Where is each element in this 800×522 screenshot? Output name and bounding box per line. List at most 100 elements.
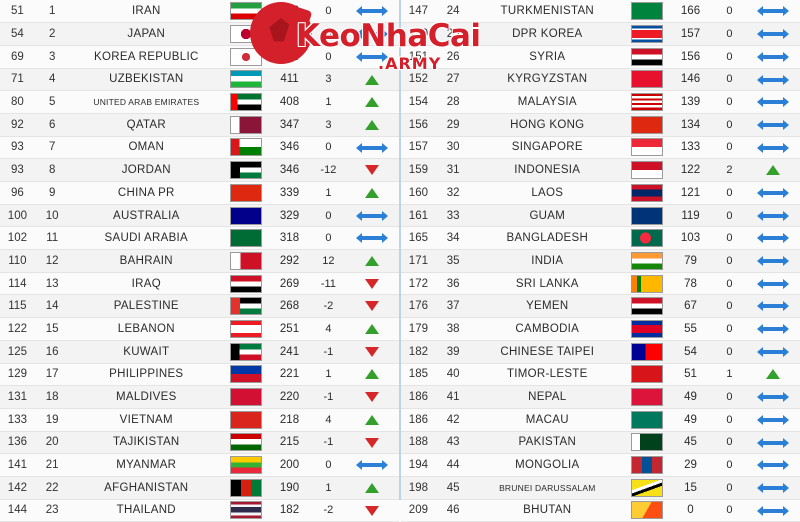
trend-equal-icon <box>757 278 790 289</box>
asia-rank-cell: 22 <box>34 476 70 500</box>
table-row[interactable]: 115 14 PALESTINE 268 -2 <box>0 294 399 319</box>
points-cell: 146 <box>669 68 712 92</box>
flag-tj-icon <box>229 433 262 452</box>
flag-cell <box>624 22 670 46</box>
table-row[interactable]: 185 40 TIMOR-LESTE 51 1 <box>401 363 800 387</box>
points-cell: 318 <box>268 226 311 251</box>
change-cell: 0 <box>711 113 747 137</box>
team-name-cell: MACAU <box>470 408 625 432</box>
table-row[interactable]: 194 44 MONGOLIA 29 0 <box>401 453 800 477</box>
table-row[interactable]: 93 8 JORDAN 346 -12 <box>0 158 399 182</box>
table-row[interactable]: 133 19 VIETNAM 218 4 <box>0 408 399 432</box>
table-row[interactable]: 110 12 BAHRAIN 292 12 <box>0 249 399 273</box>
change-cell: 0 <box>711 204 747 228</box>
table-row[interactable]: 154 28 MALAYSIA 139 0 <box>401 90 800 114</box>
table-row[interactable]: 129 17 PHILIPPINES 221 1 <box>0 363 399 387</box>
flag-in-icon <box>630 251 663 270</box>
trend-equal-icon <box>757 482 790 493</box>
flag-bh-icon <box>229 251 262 270</box>
table-row[interactable]: 125 16 KUWAIT 241 -1 <box>0 340 399 364</box>
trend-equal-icon <box>757 97 790 108</box>
points-cell: 200 <box>268 453 311 477</box>
points-cell: 134 <box>669 113 712 137</box>
team-name-cell: SAUDI ARABIA <box>69 226 224 251</box>
points-cell: 292 <box>268 249 311 273</box>
change-cell: 0 <box>711 431 747 455</box>
table-row[interactable]: 131 18 MALDIVES 220 -1 <box>0 385 399 409</box>
table-row[interactable]: 93 7 OMAN 346 0 <box>0 136 399 160</box>
table-row[interactable]: 151 26 SYRIA 156 0 <box>401 45 800 69</box>
flag-cell <box>624 158 670 182</box>
table-row[interactable]: 71 4 UZBEKISTAN 411 3 <box>0 68 399 92</box>
asia-rank-cell: 20 <box>34 431 70 455</box>
flag-cell <box>624 453 670 477</box>
table-row[interactable]: 150 25 DPR KOREA 157 0 <box>401 22 800 46</box>
asia-rank-cell: 8 <box>34 158 70 182</box>
change-cell: 0 <box>711 22 747 46</box>
points-cell: 121 <box>669 181 712 205</box>
trend-cell <box>345 453 399 477</box>
trend-equal-icon <box>757 74 790 85</box>
change-cell: 0 <box>711 226 747 251</box>
team-name-cell: AFGHANISTAN <box>69 476 224 500</box>
trend-equal-icon <box>757 346 790 357</box>
table-row[interactable]: 182 39 CHINESE TAIPEI 54 0 <box>401 340 800 364</box>
points-rank-cell: 122 <box>0 317 35 341</box>
table-row[interactable]: 198 45 BRUNEI DARUSSALAM 15 0 <box>401 476 800 500</box>
ranking-table-right: 147 24 TURKMENISTAN 166 0 150 25 DPR KOREA 157 0 1… <box>401 0 800 522</box>
points-rank-cell: 172 <box>401 272 436 296</box>
flag-cell <box>624 499 670 522</box>
flag-mm-icon <box>229 456 262 475</box>
table-row[interactable]: 147 24 TURKMENISTAN 166 0 <box>401 0 800 24</box>
table-row[interactable]: 96 9 CHINA PR 339 1 <box>0 181 399 205</box>
table-row[interactable]: 176 37 YEMEN 67 0 <box>401 294 800 319</box>
table-row[interactable]: 152 27 KYRGYZSTAN 146 0 <box>401 68 800 92</box>
table-row[interactable]: 100 10 AUSTRALIA 329 0 <box>0 204 399 228</box>
flag-cell <box>624 249 670 273</box>
team-name-cell: BRUNEI DARUSSALAM <box>470 476 625 500</box>
table-row[interactable]: 51 1 IRAN 460 0 <box>0 0 399 24</box>
table-row[interactable]: 69 3 KOREA REPUBLIC 413 0 <box>0 45 399 69</box>
change-cell: 0 <box>711 408 747 432</box>
flag-cell <box>223 136 269 160</box>
flag-cell <box>624 181 670 205</box>
table-row[interactable]: 171 35 INDIA 79 0 <box>401 249 800 273</box>
table-row[interactable]: 92 6 QATAR 347 3 <box>0 113 399 137</box>
table-row[interactable]: 80 5 UNITED ARAB EMIRATES 408 1 <box>0 90 399 114</box>
trend-cell <box>345 45 399 69</box>
points-cell: 79 <box>669 249 712 273</box>
table-row[interactable]: 102 11 SAUDI ARABIA 318 0 <box>0 226 399 251</box>
team-name-cell: PAKISTAN <box>470 431 625 455</box>
table-row[interactable]: 165 34 BANGLADESH 103 0 <box>401 226 800 251</box>
team-name-cell: BHUTAN <box>470 499 625 522</box>
flag-cell <box>624 113 670 137</box>
flag-ps-icon <box>229 297 262 316</box>
table-row[interactable]: 179 38 CAMBODIA 55 0 <box>401 317 800 341</box>
table-row[interactable]: 186 42 MACAU 49 0 <box>401 408 800 432</box>
trend-up-icon <box>365 97 380 108</box>
team-name-cell: MYANMAR <box>69 453 224 477</box>
table-row[interactable]: 114 13 IRAQ 269 -11 <box>0 272 399 296</box>
table-row[interactable]: 144 23 THAILAND 182 -2 <box>0 499 399 522</box>
trend-up-icon <box>365 187 380 198</box>
table-row[interactable]: 141 21 MYANMAR 200 0 <box>0 453 399 477</box>
points-rank-cell: 100 <box>0 204 35 228</box>
table-row[interactable]: 122 15 LEBANON 251 4 <box>0 317 399 341</box>
table-row[interactable]: 54 2 JAPAN 446 0 <box>0 22 399 46</box>
team-name-cell: SRI LANKA <box>470 272 625 296</box>
table-row[interactable]: 160 32 LAOS 121 0 <box>401 181 800 205</box>
flag-lk-icon <box>630 274 663 293</box>
table-row[interactable]: 209 46 BHUTAN 0 0 <box>401 499 800 522</box>
trend-equal-icon <box>356 51 389 62</box>
table-row[interactable]: 188 43 PAKISTAN 45 0 <box>401 431 800 455</box>
table-row[interactable]: 157 30 SINGAPORE 133 0 <box>401 136 800 160</box>
table-row[interactable]: 172 36 SRI LANKA 78 0 <box>401 272 800 296</box>
table-row[interactable]: 159 31 INDONESIA 122 2 <box>401 158 800 182</box>
table-row[interactable]: 156 29 HONG KONG 134 0 <box>401 113 800 137</box>
asia-rank-cell: 3 <box>34 45 70 69</box>
table-row[interactable]: 186 41 NEPAL 49 0 <box>401 385 800 409</box>
change-cell: -1 <box>310 385 346 409</box>
table-row[interactable]: 136 20 TAJIKISTAN 215 -1 <box>0 431 399 455</box>
table-row[interactable]: 142 22 AFGHANISTAN 190 1 <box>0 476 399 500</box>
table-row[interactable]: 161 33 GUAM 119 0 <box>401 204 800 228</box>
